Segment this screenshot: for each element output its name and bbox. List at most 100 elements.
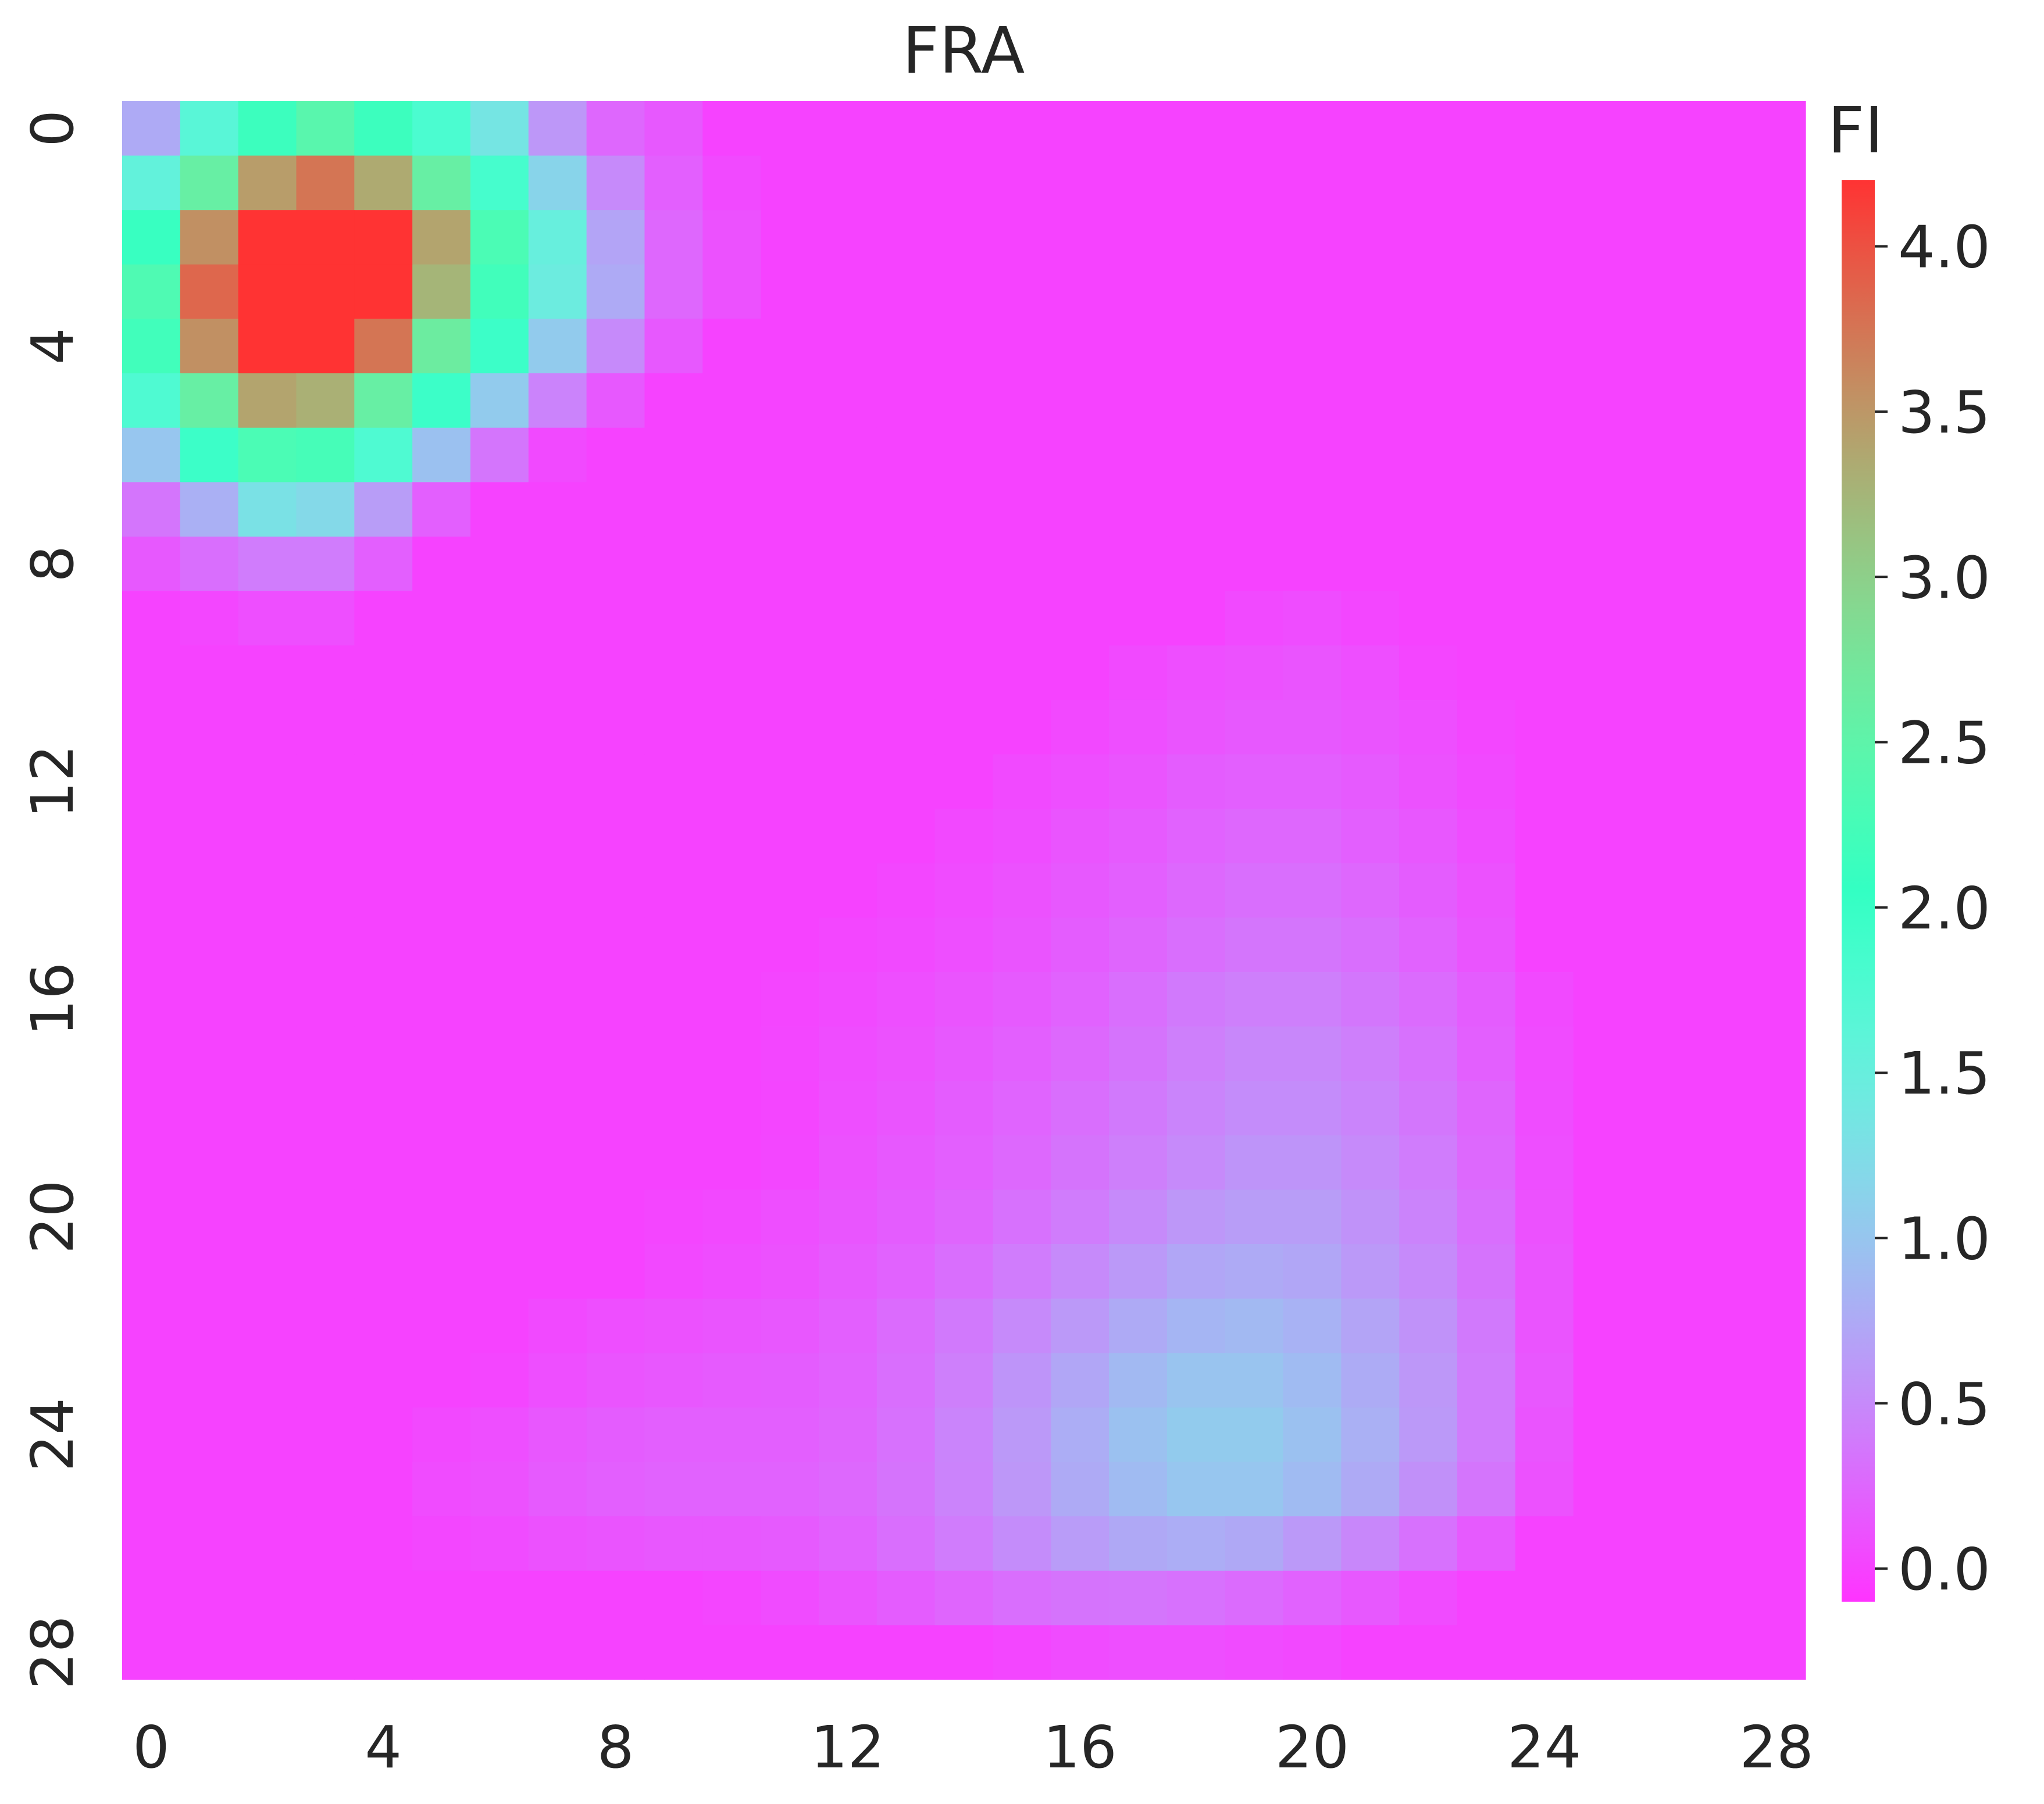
heatmap-cell: [1399, 1189, 1458, 1245]
heatmap-cell: [993, 1298, 1051, 1353]
heatmap-cell: [1051, 809, 1110, 864]
heatmap-cell: [761, 1625, 819, 1680]
heatmap-cell: [1515, 754, 1574, 809]
heatmap-cell: [354, 1244, 413, 1299]
heatmap-cell: [1283, 1353, 1342, 1408]
heatmap-cell: [1341, 754, 1400, 809]
heatmap-cell: [993, 264, 1051, 320]
heatmap-cell: [1283, 373, 1342, 428]
heatmap-cell: [1167, 373, 1226, 428]
heatmap-cell: [993, 1081, 1051, 1136]
heatmap-cell: [122, 591, 181, 646]
heatmap-cell: [180, 1026, 239, 1081]
heatmap-cell: [1747, 427, 1806, 483]
heatmap-cell: [761, 1570, 819, 1626]
heatmap-cell: [296, 1407, 355, 1463]
heatmap-cell: [644, 1353, 703, 1408]
heatmap-cell: [1167, 1135, 1226, 1191]
heatmap-cell: [876, 1081, 936, 1136]
heatmap-cell: [1689, 1516, 1748, 1571]
heatmap-cell: [180, 1407, 239, 1463]
heatmap-cell: [1689, 1570, 1748, 1626]
heatmap-cell: [296, 1244, 355, 1299]
heatmap-cell: [354, 1135, 413, 1191]
heatmap-cell: [818, 591, 877, 646]
heatmap-cell: [470, 1462, 529, 1517]
heatmap-cell: [122, 1244, 181, 1299]
heatmap-cell: [1225, 373, 1284, 428]
heatmap-cell: [354, 1189, 413, 1245]
heatmap-cell: [586, 1135, 645, 1191]
heatmap-cell: [702, 1625, 761, 1680]
heatmap-cell: [1515, 155, 1574, 210]
heatmap-cell: [1051, 101, 1110, 156]
heatmap-cell: [1109, 536, 1168, 592]
heatmap-cell: [122, 1135, 181, 1191]
heatmap-cell: [1457, 373, 1516, 428]
heatmap-cell: [1631, 101, 1690, 156]
heatmap-cell: [412, 264, 471, 320]
heatmap-cell: [702, 591, 761, 646]
heatmap-cell: [1051, 1625, 1110, 1680]
heatmap-cell: [993, 155, 1051, 210]
heatmap-cell: [934, 155, 994, 210]
heatmap-cell: [1457, 1407, 1516, 1463]
heatmap-cell: [644, 1298, 703, 1353]
heatmap-cell: [993, 1353, 1051, 1408]
heatmap-cell: [1051, 210, 1110, 265]
heatmap-cell: [296, 1135, 355, 1191]
heatmap-cell: [702, 1516, 761, 1571]
heatmap-cell: [238, 863, 297, 918]
heatmap-cell: [1167, 427, 1226, 483]
heatmap-cell: [1341, 1516, 1400, 1571]
heatmap-cell: [528, 754, 587, 809]
heatmap-cell: [470, 1244, 529, 1299]
heatmap-cell: [122, 1353, 181, 1408]
heatmap-cell: [1167, 1407, 1226, 1463]
heatmap-cell: [180, 754, 239, 809]
heatmap-cell: [1283, 699, 1342, 755]
heatmap-cell: [934, 1570, 994, 1626]
heatmap-cell: [1747, 917, 1806, 973]
heatmap-cell: [761, 373, 819, 428]
heatmap-cell: [470, 319, 529, 374]
heatmap-cell: [1399, 971, 1458, 1027]
heatmap-cell: [122, 1516, 181, 1571]
heatmap-cell: [180, 917, 239, 973]
heatmap-cell: [761, 1026, 819, 1081]
heatmap-cell: [180, 645, 239, 701]
heatmap-cell: [1747, 1353, 1806, 1408]
heatmap-cell: [1573, 1625, 1632, 1680]
heatmap-cell: [818, 1244, 877, 1299]
heatmap-cell: [1341, 1353, 1400, 1408]
heatmap-cell: [412, 754, 471, 809]
heatmap-cell: [238, 1081, 297, 1136]
heatmap-cell: [1747, 319, 1806, 374]
heatmap-cell: [296, 917, 355, 973]
heatmap-cell: [238, 591, 297, 646]
heatmap-cell: [122, 373, 181, 428]
heatmap-cell: [1399, 1570, 1458, 1626]
heatmap-cell: [586, 1026, 645, 1081]
heatmap-cell: [1283, 1407, 1342, 1463]
heatmap-cell: [1515, 1135, 1574, 1191]
colorbar-tick-label: 4.0: [1898, 213, 1991, 281]
heatmap-cell: [644, 264, 703, 320]
heatmap-cell: [934, 1189, 994, 1245]
heatmap-cell: [586, 863, 645, 918]
heatmap-cell: [1341, 1244, 1400, 1299]
heatmap-cell: [702, 101, 761, 156]
heatmap-cell: [934, 373, 994, 428]
heatmap-cell: [1341, 1407, 1400, 1463]
heatmap-cell: [1051, 1462, 1110, 1517]
heatmap-cell: [1399, 155, 1458, 210]
heatmap-cell: [1341, 536, 1400, 592]
heatmap-cell: [1573, 1081, 1632, 1136]
heatmap-cell: [1051, 155, 1110, 210]
heatmap-cell: [1341, 1298, 1400, 1353]
heatmap-cell: [238, 427, 297, 483]
heatmap-cell: [122, 536, 181, 592]
heatmap-cell: [1631, 591, 1690, 646]
heatmap-cell: [180, 1462, 239, 1517]
